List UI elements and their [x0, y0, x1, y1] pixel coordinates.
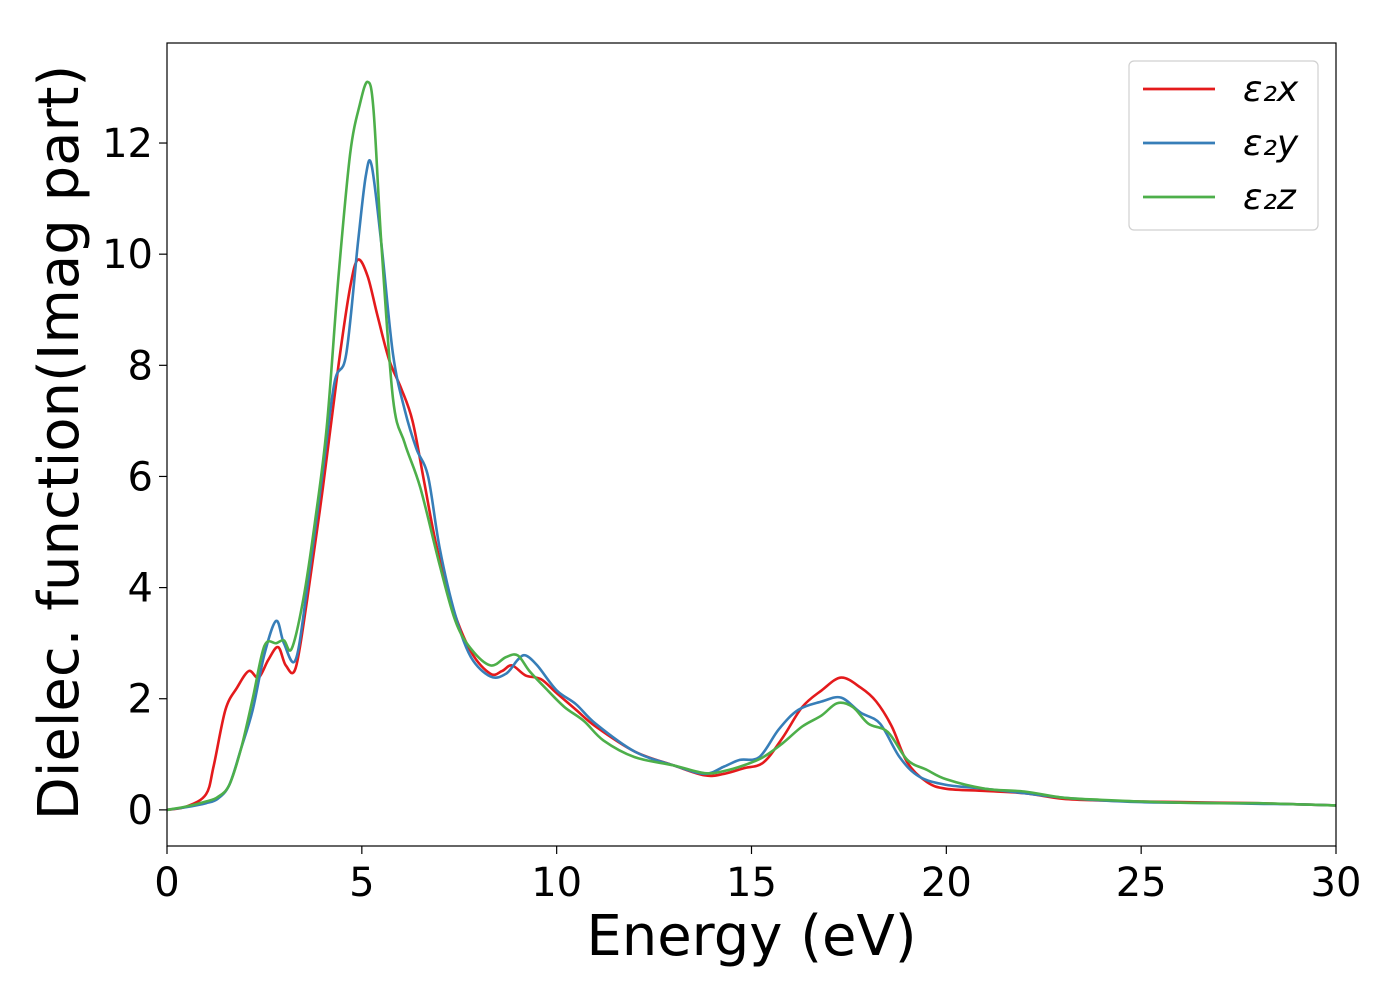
- x-tick-label: 10: [531, 860, 582, 906]
- series-line-3: [166, 80, 1337, 812]
- y-tick-label: 8: [128, 343, 153, 389]
- series-layer: [166, 80, 1337, 812]
- y-axis-label: Dielec. function(Imag part): [27, 65, 92, 821]
- y-axis-ticks: 0 2 4 6 8 10 12: [102, 121, 167, 834]
- series-line-2: [166, 159, 1337, 812]
- y-tick-label: 2: [128, 677, 153, 723]
- x-tick-label: 25: [1116, 860, 1167, 906]
- x-tick-label: 30: [1311, 860, 1362, 906]
- y-tick-label: 12: [102, 121, 153, 167]
- x-axis-ticks: 0 5 10 15 20 25 30: [154, 846, 1361, 906]
- x-axis-label: Energy (eV): [586, 904, 916, 969]
- x-tick-label: 0: [154, 860, 179, 906]
- x-tick-label: 5: [349, 860, 374, 906]
- legend-label: ε₂x: [1243, 69, 1299, 110]
- x-tick-label: 15: [726, 860, 777, 906]
- x-tick-label: 20: [921, 860, 972, 906]
- legend: ε₂x ε₂y ε₂z: [1128, 60, 1319, 231]
- y-tick-label: 4: [128, 566, 153, 612]
- y-tick-label: 10: [102, 232, 153, 278]
- legend-box: [1128, 60, 1319, 231]
- y-tick-label: 6: [128, 454, 153, 500]
- series-line-1: [166, 258, 1337, 812]
- legend-label: ε₂y: [1243, 123, 1299, 164]
- y-tick-label: 0: [128, 788, 153, 834]
- legend-label: ε₂z: [1243, 177, 1297, 218]
